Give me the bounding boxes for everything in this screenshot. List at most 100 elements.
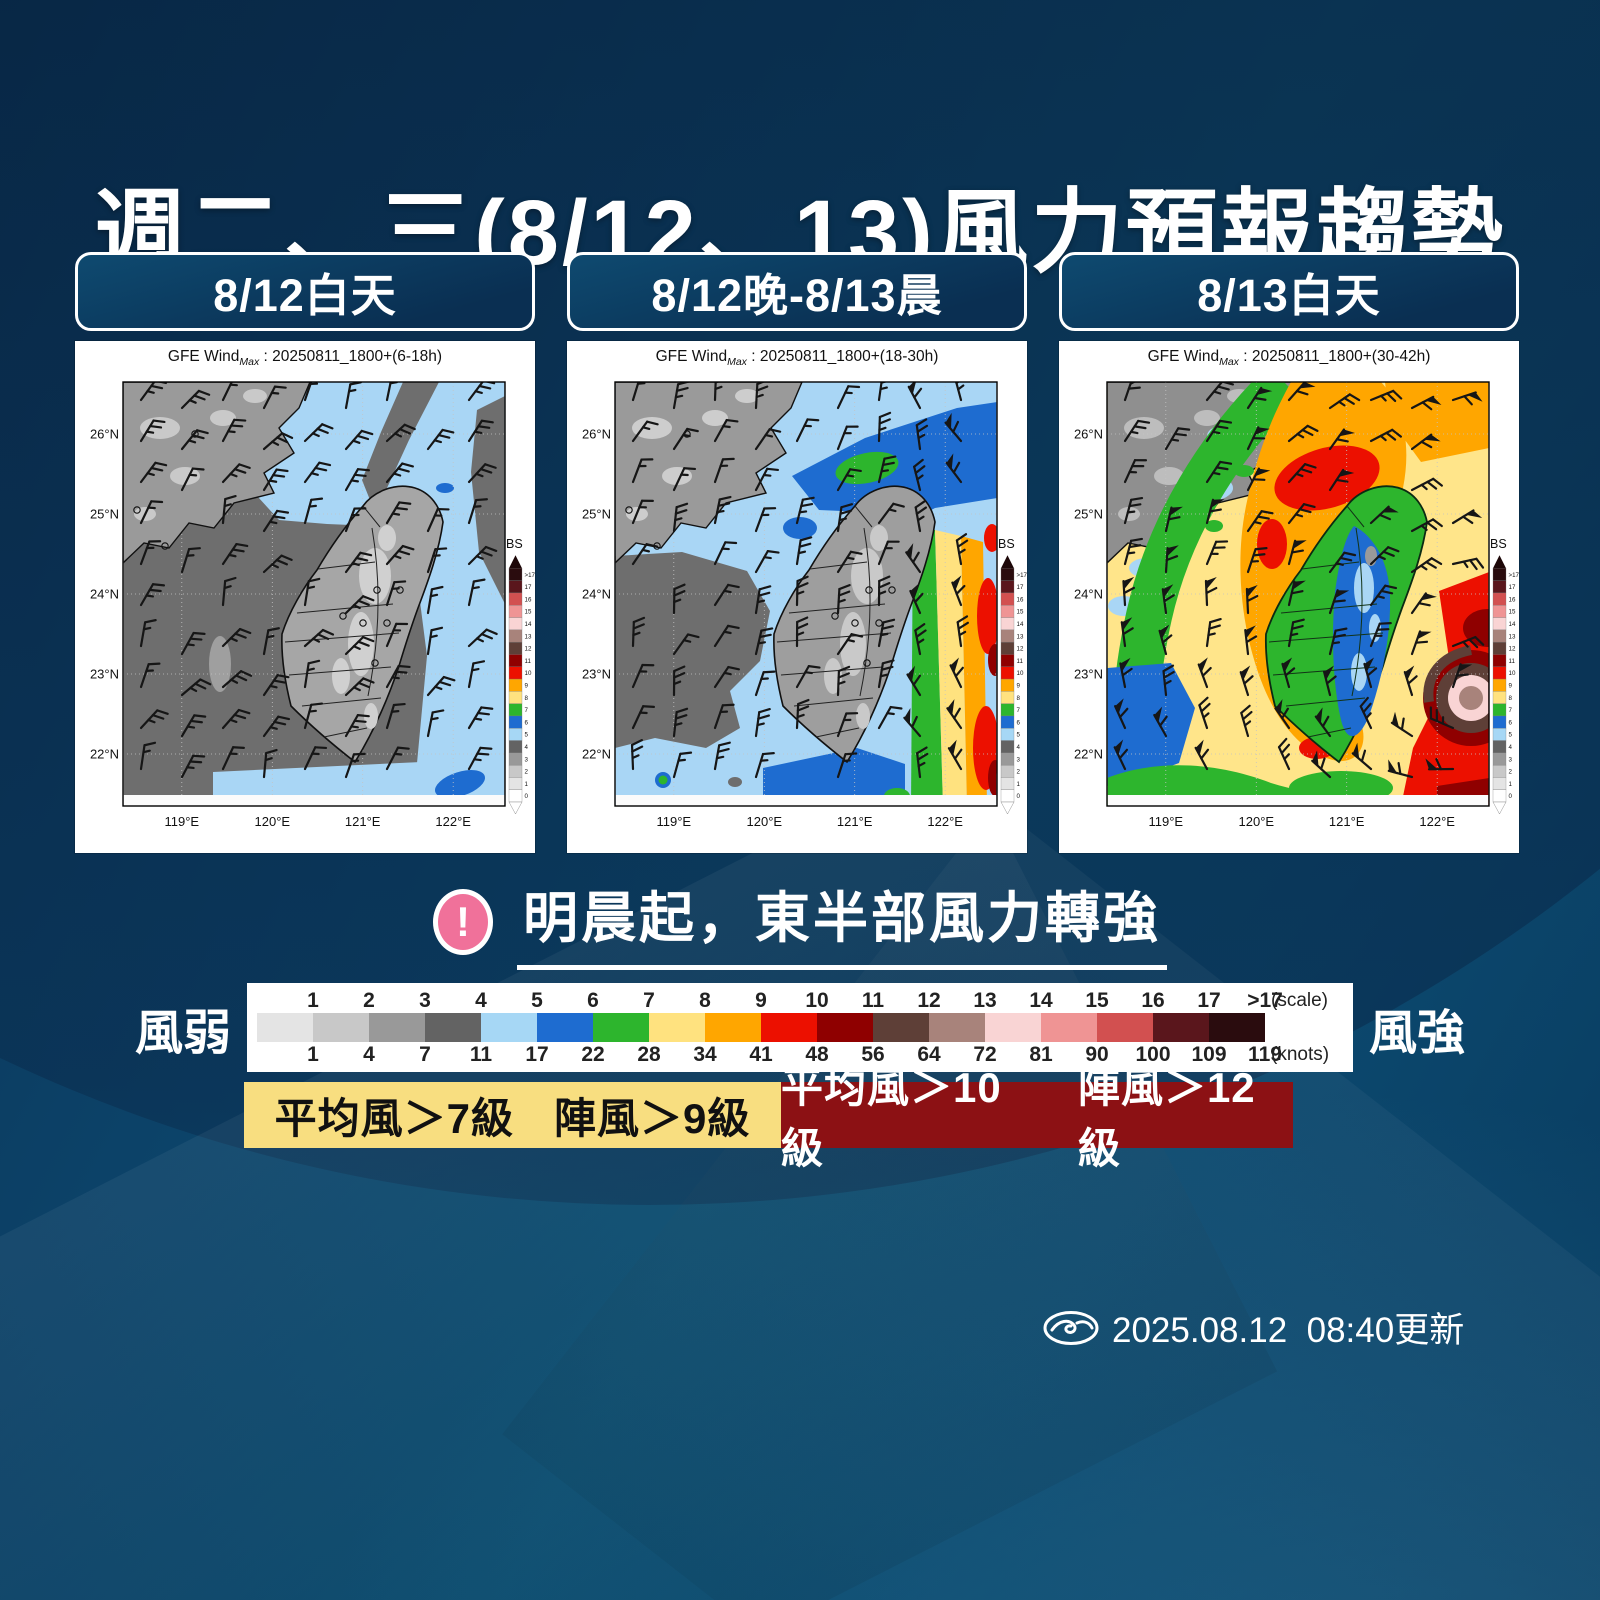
svg-text:1: 1 [525,781,529,788]
panel-812-day: 8/12白天 GFE WindMax : 20250811_1800+(6-18… [75,252,535,853]
wind-map-1: 26°N 25°N 24°N 23°N 22°N 119°E 120°E 121… [90,381,535,829]
svg-text:17: 17 [1509,584,1516,591]
legend-scale-value: >17 [1247,989,1283,1012]
legend-swatch [537,1013,593,1042]
legend-knots-value: 17 [525,1043,549,1066]
legend-swatch [1209,1013,1265,1042]
legend-swatches [257,1013,1265,1042]
svg-text:8: 8 [525,695,529,702]
lat-axis: 26°N 25°N 24°N 23°N 22°N [90,427,119,762]
wind-barbs [139,382,498,779]
svg-text:25°N: 25°N [582,507,611,522]
threshold-moderate: 平均風＞7級 陣風＞9級 [244,1082,781,1148]
svg-text:>17: >17 [1509,572,1520,579]
svg-text:122°E: 122°E [435,814,471,829]
svg-text:7: 7 [525,707,529,714]
wind-barbs [1113,382,1485,779]
panel-812-night: 8/12晚-8/13晨 GFE WindMax : 20250811_1800+… [567,252,1027,853]
legend-scale-value: 14 [1029,989,1053,1012]
svg-text:119°E: 119°E [1148,814,1183,829]
svg-text:12: 12 [525,646,532,653]
cwa-logo [1043,1310,1099,1345]
legend-knots-value: 4 [363,1043,375,1066]
legend-knots-value: 72 [973,1043,997,1066]
legend-scale-value: 10 [805,989,829,1012]
footer: 2025.08.12 08:40更新 [1042,1302,1464,1353]
svg-text:26°N: 26°N [582,427,611,442]
svg-text:16: 16 [1017,596,1024,603]
warning-text: 明晨起，東半部風力轉強 [516,873,1167,970]
legend-scale-value: 15 [1085,989,1109,1012]
svg-text:>17: >17 [1017,572,1028,579]
legend-scale-value: 13 [973,989,997,1012]
svg-text:7: 7 [1017,707,1021,714]
legend-knots-value: 28 [637,1043,661,1066]
svg-text:15: 15 [1509,609,1516,616]
svg-text:25°N: 25°N [90,507,119,522]
svg-text:8: 8 [1017,695,1021,702]
legend-knots-value: 109 [1191,1043,1227,1066]
lon-axis: 119°E 120°E 121°E 122°E [1148,814,1455,829]
legend-section: 風弱 1 2 3 4 5 6 7 8 9 10 11 12 13 14 15 16 17 >17 (scale) … [0,983,1600,1072]
legend-swatch [649,1013,705,1042]
svg-text:23°N: 23°N [90,667,119,682]
svg-text:122°E: 122°E [927,814,963,829]
legend-knots-value: 1 [307,1043,319,1066]
legend-swatch [313,1013,369,1042]
update-timestamp: 2025.08.12 08:40更新 [1112,1311,1465,1350]
svg-text:2: 2 [525,769,529,776]
svg-text:10: 10 [525,670,532,677]
svg-text:2: 2 [1509,769,1513,776]
svg-text:11: 11 [1017,658,1024,665]
svg-text:24°N: 24°N [1074,587,1103,602]
svg-text:3: 3 [1509,756,1513,763]
legend-swatch [929,1013,985,1042]
lat-axis: 26°N 25°N 24°N 23°N 22°N [1074,427,1103,762]
legend-scale-value: 12 [917,989,941,1012]
svg-text:0: 0 [1509,793,1513,800]
legend-scale-value: 7 [643,989,655,1012]
svg-text:119°E: 119°E [164,814,199,829]
svg-text:22°N: 22°N [1074,747,1103,762]
svg-text:13: 13 [525,633,532,640]
warning-banner: ! 明晨起，東半部風力轉強 [0,873,1600,970]
svg-text:6: 6 [1017,719,1021,726]
legend-knots-value: 64 [917,1043,941,1066]
svg-text:4: 4 [1017,744,1021,751]
colorbar-title: BS [1490,537,1507,551]
svg-text:9: 9 [1509,682,1513,689]
svg-text:14: 14 [1509,621,1516,628]
svg-text:8: 8 [1509,695,1513,702]
legend-swatch [369,1013,425,1042]
svg-text:1: 1 [1509,781,1513,788]
legend-knots-value: 41 [749,1043,773,1066]
legend-knots-value: 22 [581,1043,605,1066]
map-title-2: GFE WindMax : 20250811_1800+(18-30h) [655,348,939,369]
legend-knots-row: 1 4 7 11 17 22 28 34 41 48 56 64 72 81 90 100 109 119 [285,1042,1293,1067]
wind-map-2: 26°N 25°N 24°N 23°N 22°N 119°E 120°E 121… [582,381,1028,829]
wind-map-3: 26°N 25°N 24°N 23°N 22°N 119°E 120°E 121… [1074,381,1520,829]
legend-swatch [985,1013,1041,1042]
legend-swatch [425,1013,481,1042]
legend-scale-value: 1 [307,989,319,1012]
legend-knots-value: 7 [419,1043,431,1066]
legend-knots-value: 100 [1135,1043,1171,1066]
legend-scale-value: 4 [475,989,487,1012]
svg-text:122°E: 122°E [1419,814,1455,829]
svg-text:24°N: 24°N [90,587,119,602]
legend-knots-value: 56 [861,1043,885,1066]
threshold-severe: 平均風＞10級 陣風＞12級 [781,1064,1293,1172]
svg-text:15: 15 [525,609,532,616]
svg-text:17: 17 [1017,584,1024,591]
wind-strong-label: 風強 [1369,1006,1466,1060]
svg-text:13: 13 [1017,633,1024,640]
svg-text:10: 10 [1017,670,1024,677]
legend-swatch [817,1013,873,1042]
svg-text:22°N: 22°N [90,747,119,762]
lat-axis: 26°N 25°N 24°N 23°N 22°N [582,427,611,762]
legend-swatch [1041,1013,1097,1042]
svg-text:9: 9 [1017,682,1021,689]
map-card-1: GFE WindMax : 20250811_1800+(6-18h) [75,341,535,853]
